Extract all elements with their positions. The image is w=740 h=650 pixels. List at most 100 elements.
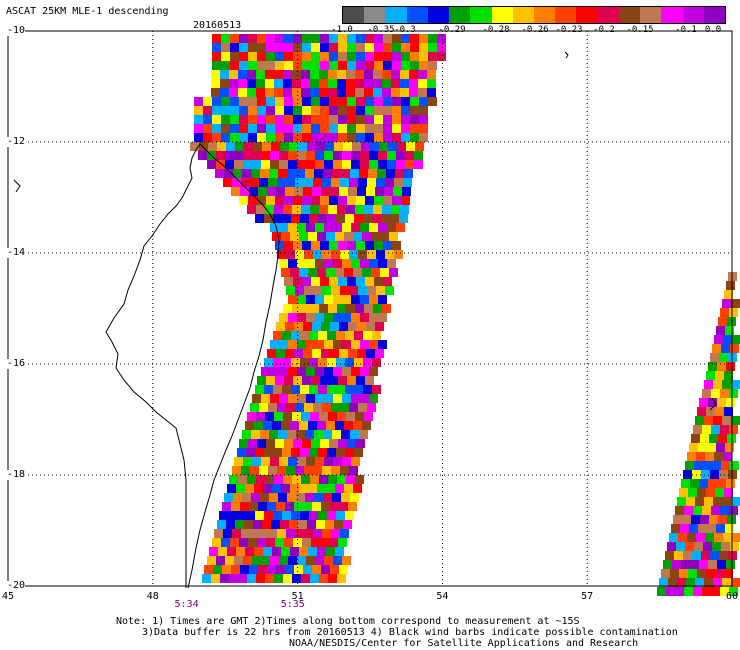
wind-cell [257,61,266,70]
wind-cell [234,556,243,565]
wind-cell [383,34,392,43]
wind-cell [324,151,333,160]
wind-cell [304,178,313,187]
wind-cell [259,466,268,475]
wind-cell [260,169,269,178]
wind-cell [680,524,689,533]
wind-cell [255,511,264,520]
wind-cell [695,578,704,587]
wind-cell [731,299,740,308]
time-label: 5:35 [280,599,305,610]
wind-cell [391,70,400,79]
wind-cell [266,97,275,106]
wind-cell [259,403,268,412]
wind-cell [284,52,293,61]
wind-cell [271,142,280,151]
wind-cell [329,34,338,43]
wind-cell [320,34,329,43]
wind-cell [293,196,302,205]
wind-cell [303,187,312,196]
wind-cell [349,178,358,187]
wind-cell [410,34,419,43]
wind-cell [689,524,698,533]
wind-cell [302,61,311,70]
wind-cell [248,97,257,106]
wind-cell [335,484,344,493]
wind-cell [313,178,322,187]
color-scale-swatch [576,7,598,23]
wind-cell [297,259,306,268]
wind-cell [684,587,693,596]
wind-cell [365,115,374,124]
wind-cell [315,151,324,160]
wind-cell [202,574,211,583]
wind-cell [297,151,306,160]
wind-cell [248,538,257,547]
wind-cell [270,556,279,565]
wind-cell [212,52,221,61]
wind-cell [320,115,329,124]
wind-cell [309,511,318,520]
wind-cell [315,259,324,268]
wind-cell [291,358,300,367]
wind-cell [265,475,274,484]
wind-cell [319,70,328,79]
wind-cell [330,187,339,196]
wind-cell [334,142,343,151]
wind-cell [428,34,437,43]
wind-cell [274,574,283,583]
wind-cell [247,205,256,214]
wind-cell [322,529,331,538]
wind-cell [284,277,293,286]
wind-cell [351,394,360,403]
wind-cell [688,569,697,578]
wind-cell [320,106,329,115]
wind-cell [212,106,221,115]
wind-cell [302,133,311,142]
wind-cell [309,358,318,367]
wind-cell [683,470,692,479]
wind-cell [340,529,349,538]
wind-cell [395,169,404,178]
wind-cell [394,178,403,187]
wind-cell [226,142,235,151]
wind-cell [335,421,344,430]
wind-cell [401,97,410,106]
wind-cell [353,268,362,277]
wind-cell [238,574,247,583]
wind-cell [294,502,303,511]
wind-cell [337,574,346,583]
wind-cell [293,376,302,385]
wind-cell [712,542,721,551]
wind-cell [307,142,316,151]
wind-cell [318,358,327,367]
wind-cell [685,461,694,470]
wind-cell [372,358,381,367]
wind-cell [320,97,329,106]
wind-cell [329,538,338,547]
wind-cell [311,52,320,61]
wind-cell [219,511,228,520]
wind-cell [257,97,266,106]
wind-cell [702,425,711,434]
wind-cell [329,61,338,70]
wind-cell [724,569,733,578]
wind-cell [311,376,320,385]
wind-cell [319,574,328,583]
wind-cell [364,88,373,97]
color-scale-swatch [491,7,513,23]
wind-cell [315,457,324,466]
wind-cell [367,286,376,295]
wind-cell [283,79,292,88]
wind-cell [297,394,306,403]
wind-cell [419,133,428,142]
wind-cell [346,70,355,79]
wind-cell [392,106,401,115]
wind-cell [383,115,392,124]
wind-cell [297,556,306,565]
wind-cell [303,322,312,331]
wind-cell [265,412,274,421]
wind-cell [331,403,340,412]
wind-cell [717,362,726,371]
wind-cell [295,466,304,475]
